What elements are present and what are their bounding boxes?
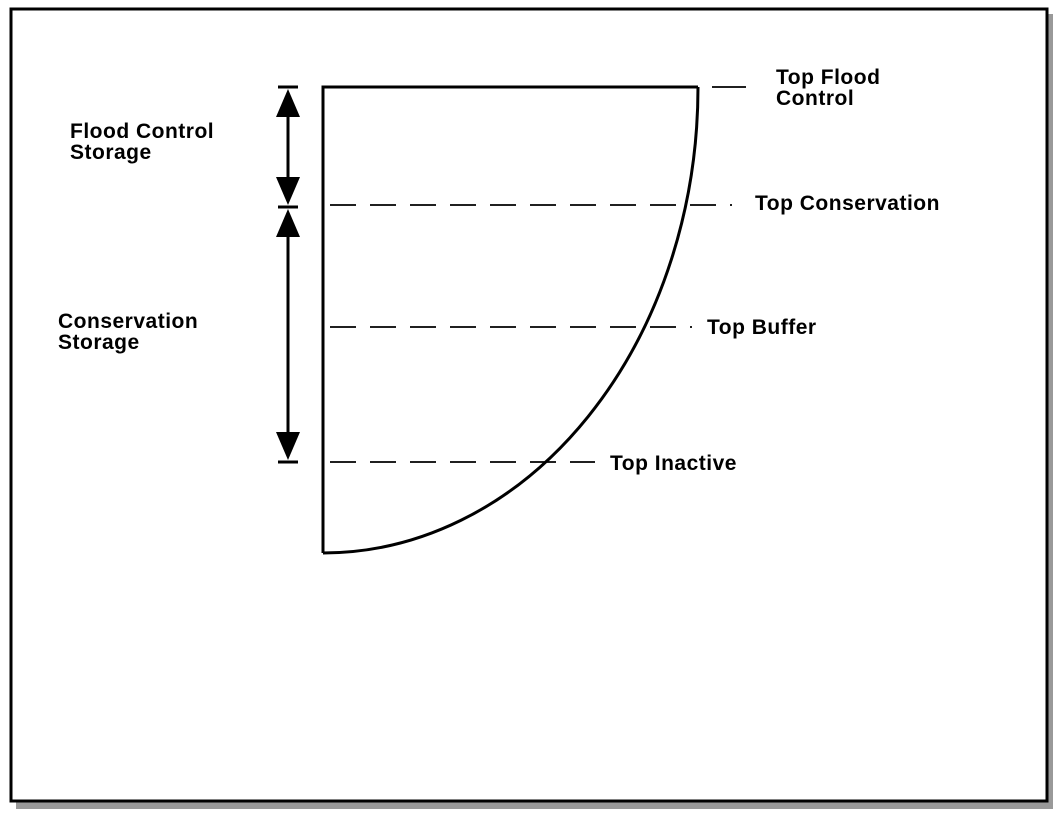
zone-label: Flood Control Storage (70, 120, 214, 164)
level-label: Top Conservation (755, 192, 940, 215)
zone-label: Conservation Storage (58, 310, 198, 354)
level-label: Top Flood Control (776, 66, 880, 110)
storage-arrows (276, 85, 300, 464)
reservoir-curve (322, 86, 700, 555)
frame (9, 7, 1049, 803)
level-label: Top Inactive (610, 452, 737, 475)
reservoir-wall (321, 85, 698, 553)
level-label: Top Buffer (707, 316, 817, 339)
